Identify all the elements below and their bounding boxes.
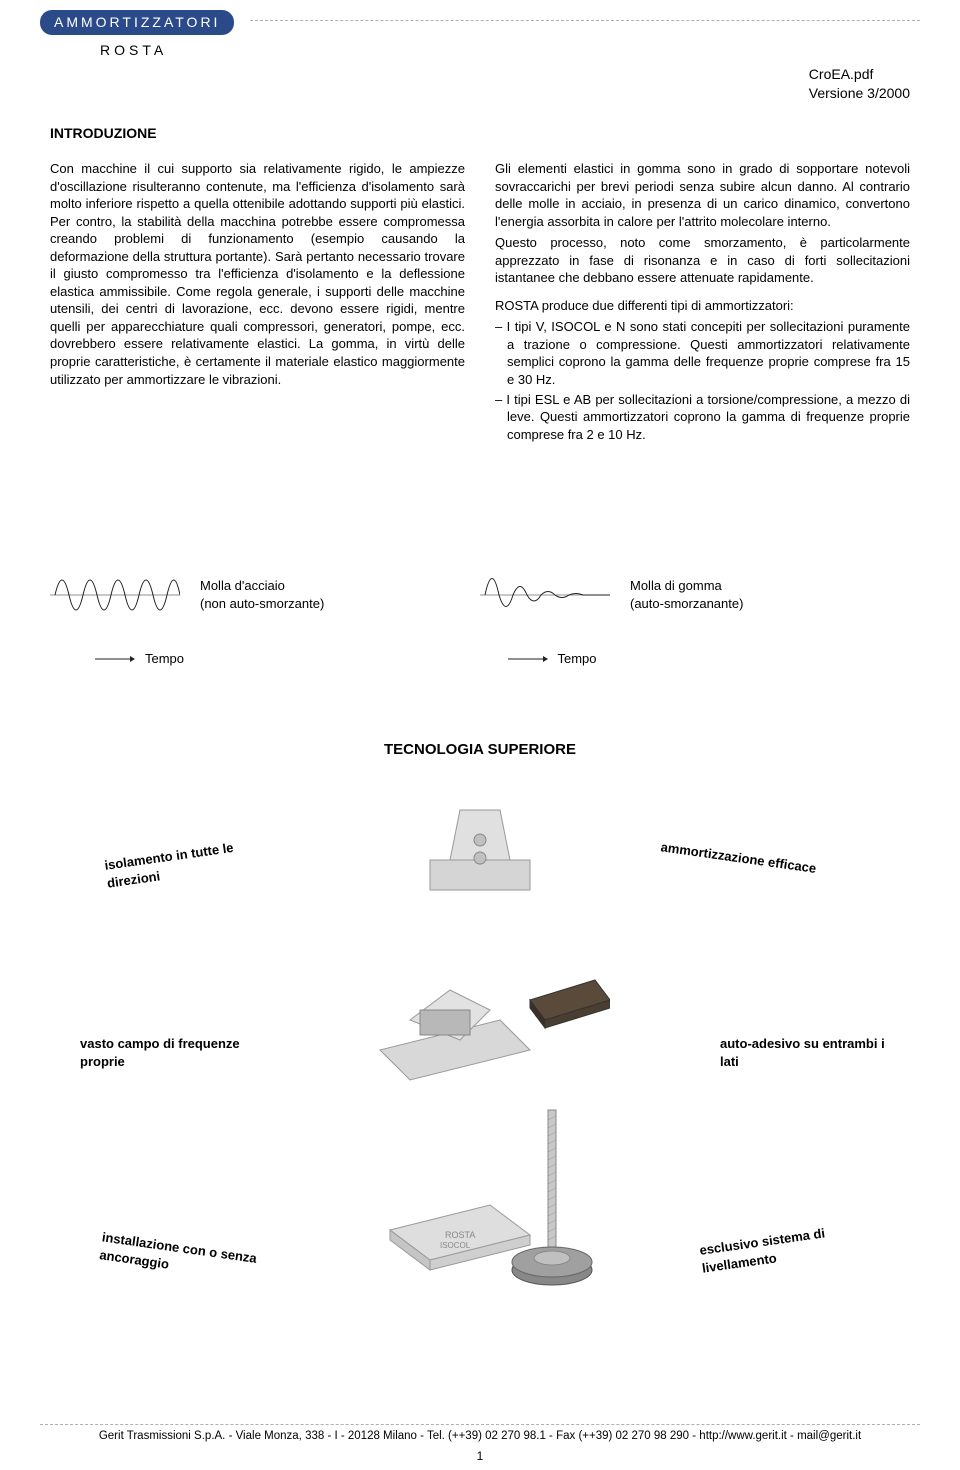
intro-right-li1: – I tipi V, ISOCOL e N sono stati concep… (495, 318, 910, 388)
tempo-left-label: Tempo (145, 650, 184, 668)
feature-leveling: esclusivo sistema di livellamento (698, 1218, 871, 1276)
tempo-right-label: Tempo (558, 650, 597, 668)
svg-text:ISOCOL: ISOCOL (440, 1241, 471, 1250)
wave-steel-label: Molla d'acciaio (non auto-smorzante) (200, 577, 324, 612)
feature-damping: ammortizzazione efficace (660, 838, 831, 879)
tempo-right: Tempo (498, 650, 911, 668)
wave-rubber-l1: Molla di gomma (630, 577, 743, 595)
header-subtitle: ROSTA (100, 41, 240, 60)
intro-title: INTRODUZIONE (50, 124, 157, 143)
tempo-left: Tempo (95, 650, 498, 668)
wave-steel: Molla d'acciaio (non auto-smorzante) (50, 560, 480, 630)
intro-col-right: Gli elementi elastici in gomma sono in g… (495, 160, 910, 445)
intro-col-left: Con macchine il cui supporto sia relativ… (50, 160, 465, 445)
rubber-spring-icon (480, 560, 610, 630)
page-number: 1 (0, 1448, 960, 1464)
tech-title: TECNOLOGIA SUPERIORE (0, 740, 960, 760)
footer-divider (40, 1424, 920, 1425)
intro-right-p2: Questo processo, noto come smorzamento, … (495, 234, 910, 287)
feature-install: installazione con o senza ancoraggio (98, 1228, 271, 1286)
steel-spring-icon (50, 560, 180, 630)
footer-text: Gerit Trasmissioni S.p.A. - Viale Monza,… (0, 1429, 960, 1445)
arrow-right-icon (95, 654, 135, 664)
feature-frequency: vasto campo di frequenze proprie (80, 1035, 250, 1070)
intro-right-li2: – I tipi ESL e AB per sollecitazioni a t… (495, 391, 910, 444)
meta-filename: CroEA.pdf (809, 65, 910, 84)
intro-columns: Con macchine il cui supporto sia relativ… (50, 160, 910, 445)
document-meta: CroEA.pdf Versione 3/2000 (809, 65, 910, 103)
wave-row: Molla d'acciaio (non auto-smorzante) Mol… (50, 560, 910, 630)
header-title: AMMORTIZZATORI (40, 10, 234, 35)
feature-isolation: isolamento in tutte le direzioni (103, 833, 276, 891)
intro-right-p3: ROSTA produce due differenti tipi di amm… (495, 297, 910, 315)
wave-steel-l1: Molla d'acciaio (200, 577, 324, 595)
svg-text:ROSTA: ROSTA (445, 1230, 475, 1240)
header-divider (250, 20, 920, 21)
arrow-right-icon (508, 654, 548, 664)
wave-steel-l2: (non auto-smorzante) (200, 595, 324, 613)
tempo-row: Tempo Tempo (95, 650, 910, 668)
products-illustration: ROSTA ISOCOL (350, 800, 610, 1360)
wave-rubber: Molla di gomma (auto-smorzanante) (480, 560, 910, 630)
feature-adhesive: auto-adesivo su entrambi i lati (720, 1035, 890, 1070)
wave-rubber-label: Molla di gomma (auto-smorzanante) (630, 577, 743, 612)
meta-version: Versione 3/2000 (809, 84, 910, 103)
wave-rubber-l2: (auto-smorzanante) (630, 595, 743, 613)
intro-left-text: Con macchine il cui supporto sia relativ… (50, 160, 465, 388)
header: AMMORTIZZATORI ROSTA (40, 10, 240, 60)
intro-right-p1: Gli elementi elastici in gomma sono in g… (495, 160, 910, 230)
